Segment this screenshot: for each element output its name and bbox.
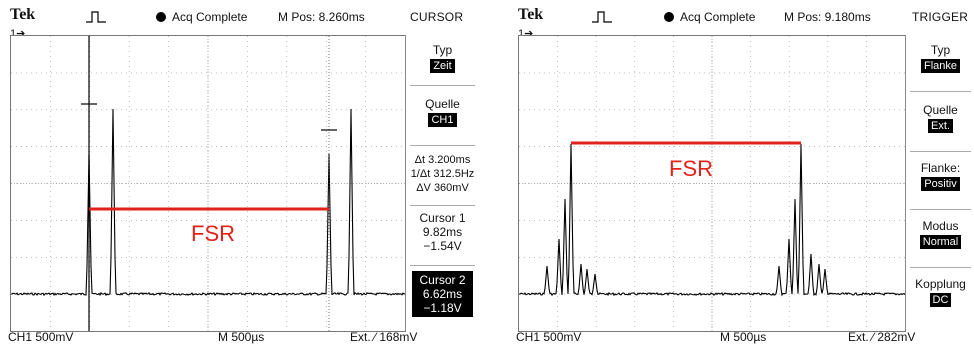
timebase: M 500µs: [218, 330, 265, 344]
menu-separator: [410, 265, 475, 266]
cursor-1-voltage: −1.54V: [423, 239, 462, 253]
trigger-pulse-icon: [592, 11, 612, 23]
channel-marker: 1➔: [10, 28, 26, 40]
menu-separator: [910, 209, 971, 210]
acquisition-indicator-icon: [664, 12, 674, 22]
menu-title: TRIGGER: [912, 10, 969, 24]
acquisition-status: Acq Complete: [172, 10, 248, 24]
waveform-plot: FSR: [10, 36, 406, 331]
trigger-pulse-icon: [86, 11, 106, 23]
cursor-1-time: 9.82ms: [422, 225, 463, 239]
side-menu: Typ Zeit Quelle CH1 Δt 3.200ms 1/Δt 312.…: [405, 35, 479, 330]
menu-item-typ-value: Zeit: [430, 59, 455, 73]
menu-separator: [910, 267, 971, 268]
inverse-delta-t-readout: 1/Δt 312.5Hz: [410, 168, 475, 180]
acquisition-status: Acq Complete: [680, 10, 756, 24]
menu-item-modus-label: Modus: [922, 219, 959, 233]
cursor-2-voltage: −1.18V: [423, 301, 462, 315]
menu-item-typ-label: Typ: [432, 43, 453, 57]
menu-title: CURSOR: [410, 10, 464, 24]
timebase: M 500µs: [720, 330, 767, 344]
cursor-2-label: Cursor 2: [419, 273, 466, 287]
menu-item-cursor-2[interactable]: Cursor 2 6.62ms −1.18V: [412, 271, 473, 317]
menu-separator: [910, 151, 971, 152]
brand-logo: Tek: [10, 6, 36, 23]
scope-screen-cursor: Tek 1➔ Acq Complete M Pos: 8.260ms CURSO…: [0, 0, 479, 345]
menu-separator: [410, 145, 475, 146]
cursor-2-time: 6.62ms: [422, 287, 463, 301]
menu-item-typ-value: Flanke: [920, 59, 961, 73]
menu-item-modus[interactable]: Modus Normal: [906, 219, 974, 249]
trigger-level: Ext. ⁄ 282mV: [848, 330, 916, 344]
acquisition-indicator-icon: [156, 12, 166, 22]
menu-item-kopplung-value: DC: [929, 293, 952, 307]
menu-item-typ[interactable]: Typ Flanke: [906, 43, 974, 73]
cursor-readout: Δt 3.200ms 1/Δt 312.5Hz ΔV 360mV: [406, 153, 479, 195]
menu-item-quelle[interactable]: Quelle CH1: [406, 97, 479, 127]
channel-marker-label: 1: [518, 28, 525, 40]
delta-v-readout: ΔV 360mV: [416, 182, 469, 194]
waveform-graticule: FSR: [518, 35, 906, 332]
menu-item-kopplung-label: Kopplung: [915, 277, 966, 291]
brand-logo: Tek: [518, 6, 544, 23]
channel-scale: CH1 500mV: [8, 330, 74, 344]
menu-item-quelle-value: Ext.: [928, 119, 953, 133]
menu-item-flanke-label: Flanke:: [920, 161, 961, 175]
waveform-graticule: FSR: [10, 35, 406, 332]
waveform-plot: FSR: [518, 36, 906, 331]
menu-separator: [410, 85, 475, 86]
menu-item-modus-value: Normal: [919, 235, 962, 249]
menu-item-typ-label: Typ: [930, 43, 951, 57]
menu-item-flanke[interactable]: Flanke: Positiv: [906, 161, 974, 191]
menu-separator: [910, 91, 971, 92]
menu-item-quelle[interactable]: Quelle Ext.: [906, 103, 974, 133]
side-menu: Typ Flanke Quelle Ext. Flanke: Positiv M…: [905, 35, 974, 330]
fsr-label: FSR: [191, 221, 235, 246]
menu-item-typ[interactable]: Typ Zeit: [406, 43, 479, 73]
waveform-trace: [518, 143, 906, 297]
channel-scale: CH1 500mV: [516, 330, 582, 344]
channel-marker-label: 1: [10, 28, 17, 40]
menu-item-quelle-label: Quelle: [923, 103, 958, 117]
fsr-label: FSR: [669, 156, 713, 181]
scope-screen-trigger: Tek 1➔ Acq Complete M Pos: 9.180ms TRIGG…: [508, 0, 974, 345]
channel-marker: 1➔: [518, 28, 534, 40]
menu-item-quelle-value: CH1: [428, 113, 457, 127]
waveform-trace: [10, 108, 406, 297]
menu-item-kopplung[interactable]: Kopplung DC: [906, 277, 974, 307]
menu-item-flanke-value: Positiv: [921, 177, 960, 191]
delta-t-readout: Δt 3.200ms: [414, 154, 471, 166]
trigger-level: Ext. ⁄ 168mV: [350, 330, 418, 344]
cursor-1-label: Cursor 1: [419, 211, 466, 225]
menu-separator: [410, 205, 475, 206]
menu-position: M Pos: 9.180ms: [784, 10, 871, 24]
menu-item-cursor-1[interactable]: Cursor 1 9.82ms −1.54V: [406, 211, 479, 253]
menu-position: M Pos: 8.260ms: [278, 10, 365, 24]
menu-item-quelle-label: Quelle: [425, 97, 460, 111]
